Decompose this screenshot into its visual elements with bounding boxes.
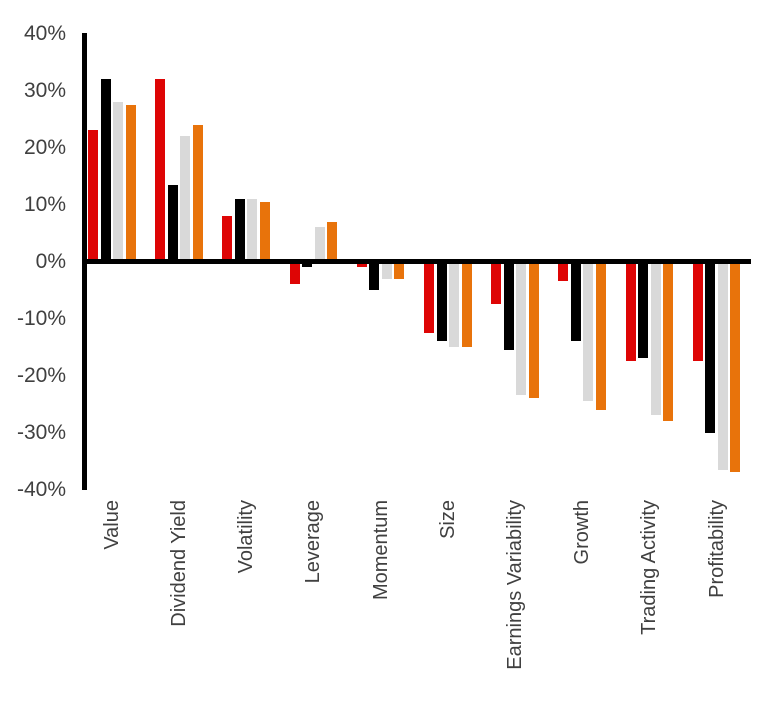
category-label: Growth (571, 500, 594, 565)
category-label: Profitability (705, 500, 728, 598)
bar (180, 136, 191, 262)
bar (558, 261, 569, 282)
bar (381, 261, 392, 279)
bar (583, 261, 594, 402)
category-label: Leverage (302, 500, 325, 584)
y-axis-tick-label: 20% (23, 135, 66, 159)
bar (155, 79, 166, 262)
bar (625, 261, 636, 362)
bar (461, 261, 472, 347)
bar (638, 261, 649, 359)
category-label: Volatility (235, 500, 258, 574)
bar (516, 261, 527, 396)
bar (528, 261, 539, 399)
bar (125, 104, 136, 262)
category-label: Value (100, 500, 123, 550)
y-axis-tick-label: -20% (16, 363, 66, 387)
category-label: Momentum (369, 500, 392, 601)
bar (100, 79, 111, 262)
bar (369, 261, 380, 290)
bar (424, 261, 434, 333)
bar (394, 261, 405, 279)
bar (314, 227, 325, 262)
bar (663, 261, 674, 422)
bar (595, 261, 606, 410)
bar (705, 261, 716, 433)
bar (192, 124, 203, 262)
bar (259, 201, 270, 262)
category-label: Size (436, 500, 459, 539)
bar (289, 261, 300, 285)
bar (650, 261, 661, 416)
bar (449, 261, 459, 347)
bar (222, 215, 233, 262)
bar (327, 221, 338, 262)
zero-baseline (82, 259, 751, 264)
category-label: Trading Activity (638, 500, 661, 635)
y-axis-tick-label: 10% (23, 192, 66, 216)
bar (570, 261, 581, 342)
bar (491, 261, 502, 305)
category-label: Earnings Variability (503, 500, 526, 670)
y-axis-tick-label: -30% (16, 420, 66, 444)
y-axis-tick-label: 40% (23, 21, 66, 45)
bar (436, 261, 447, 342)
y-axis-tick-label: 0% (35, 249, 66, 273)
bar (234, 198, 245, 262)
category-label: Dividend Yield (167, 500, 190, 627)
bar (247, 198, 258, 262)
y-axis-tick-label: -10% (16, 306, 66, 330)
bar (356, 261, 367, 268)
bar (503, 261, 514, 350)
bar (302, 261, 313, 268)
bar (717, 261, 728, 470)
bar (692, 261, 703, 362)
bar (88, 130, 98, 262)
bar (730, 261, 741, 473)
y-axis-tick-label: -40% (16, 477, 66, 501)
bar (113, 101, 123, 262)
y-axis-tick-label: 30% (23, 78, 66, 102)
bar (167, 184, 178, 262)
